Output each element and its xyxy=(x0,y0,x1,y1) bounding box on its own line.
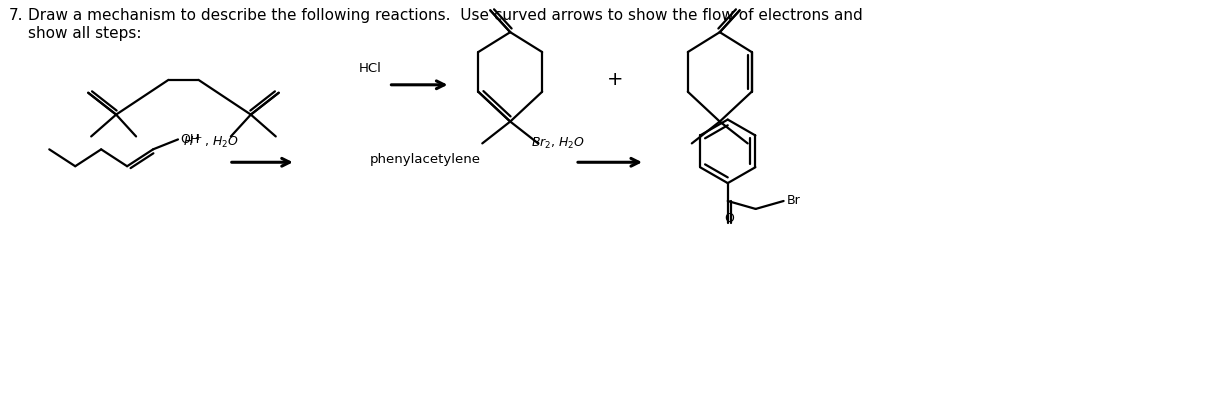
Text: +: + xyxy=(607,70,623,89)
Text: phenylacetylene: phenylacetylene xyxy=(369,153,482,166)
Text: Br: Br xyxy=(786,194,801,207)
Text: OH: OH xyxy=(180,133,199,146)
Text: 7.: 7. xyxy=(9,8,23,23)
Text: HCl: HCl xyxy=(360,62,382,75)
Text: $Br_2$, $H_2O$: $Br_2$, $H_2O$ xyxy=(531,136,585,151)
Text: Draw a mechanism to describe the following reactions.  Use curved arrows to show: Draw a mechanism to describe the followi… xyxy=(28,8,863,41)
Text: O: O xyxy=(724,212,734,225)
Text: $H^+$, $H_2O$: $H^+$, $H_2O$ xyxy=(183,134,239,151)
